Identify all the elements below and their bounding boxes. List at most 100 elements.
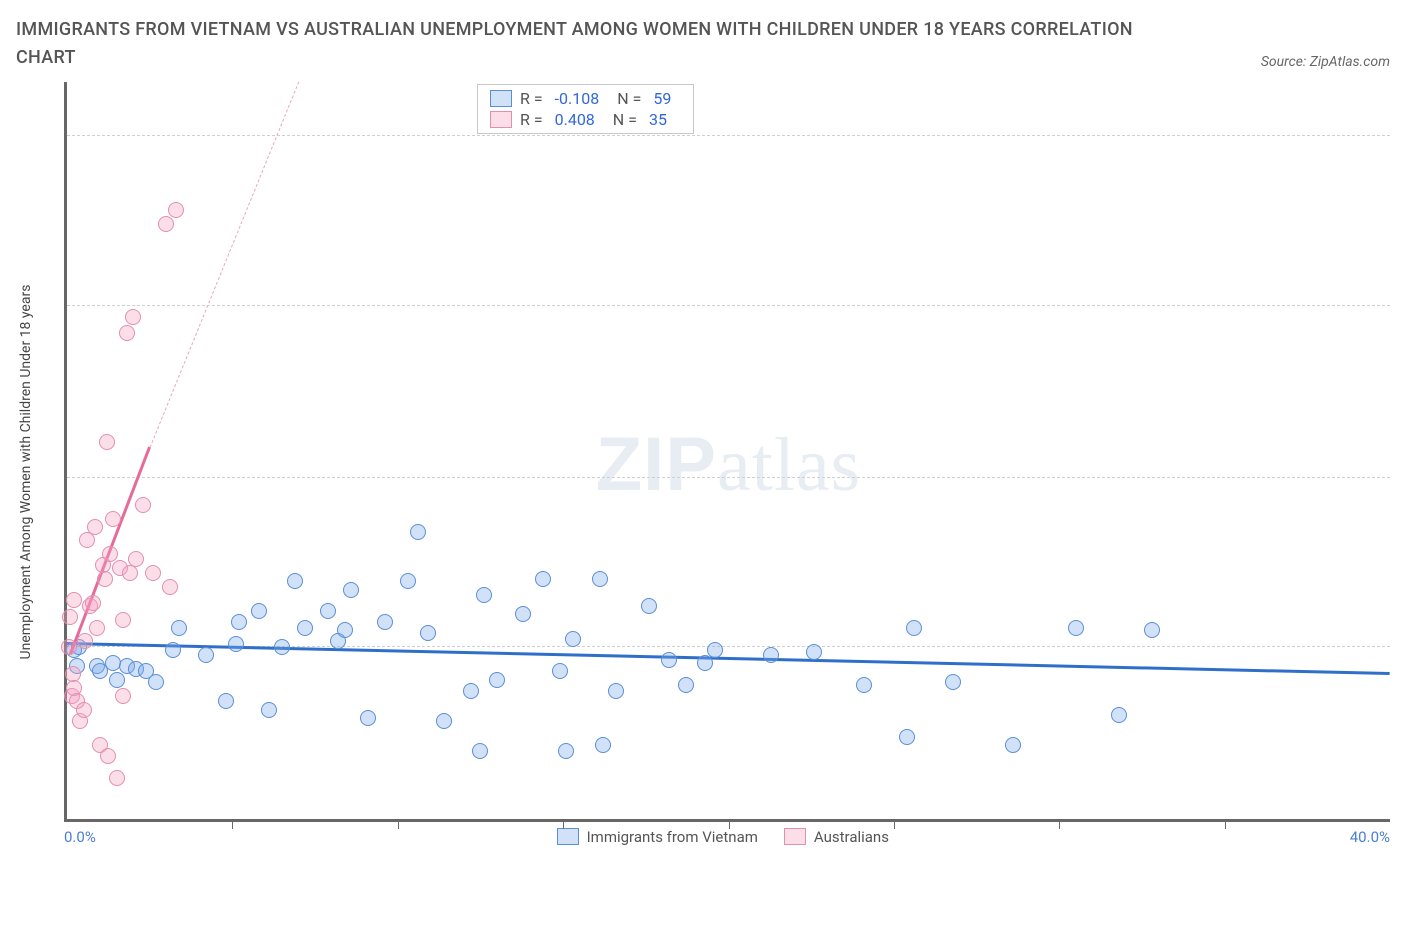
- legend-item-series-1: Immigrants from Vietnam: [557, 828, 758, 846]
- data-point: [337, 622, 353, 638]
- data-point: [697, 655, 713, 671]
- data-point: [97, 571, 113, 587]
- data-point: [595, 737, 611, 753]
- data-point: [463, 683, 479, 699]
- data-point: [251, 603, 267, 619]
- data-point: [360, 710, 376, 726]
- data-point: [145, 565, 161, 581]
- legend-label-series-2: Australians: [814, 828, 889, 846]
- r-value-series-2: 0.408: [551, 110, 605, 129]
- data-point: [420, 625, 436, 641]
- data-point: [856, 677, 872, 693]
- swatch-series-1: [557, 828, 579, 845]
- data-point: [76, 702, 92, 718]
- swatch-series-1: [490, 90, 512, 107]
- x-tick: [729, 819, 730, 829]
- data-point: [62, 609, 78, 625]
- data-point: [945, 674, 961, 690]
- legend-item-series-2: Australians: [784, 828, 889, 846]
- data-point: [592, 571, 608, 587]
- data-point: [565, 631, 581, 647]
- data-point: [297, 620, 313, 636]
- data-point: [806, 644, 822, 660]
- data-point: [61, 639, 77, 655]
- data-point: [99, 434, 115, 450]
- data-point: [135, 497, 151, 513]
- data-point: [552, 663, 568, 679]
- data-point: [66, 592, 82, 608]
- data-point: [410, 524, 426, 540]
- data-point: [906, 620, 922, 636]
- data-point: [535, 571, 551, 587]
- data-point: [85, 595, 101, 611]
- data-point: [168, 202, 184, 218]
- data-point: [162, 579, 178, 595]
- data-point: [109, 672, 125, 688]
- gridline: [67, 305, 1390, 306]
- data-point: [79, 532, 95, 548]
- x-tick: [398, 819, 399, 829]
- data-point: [641, 598, 657, 614]
- data-point: [377, 614, 393, 630]
- data-point: [218, 693, 234, 709]
- data-point: [287, 573, 303, 589]
- watermark: ZIPatlas: [596, 421, 862, 509]
- data-point: [489, 672, 505, 688]
- x-tick: [232, 819, 233, 829]
- data-point: [148, 674, 164, 690]
- data-point: [763, 647, 779, 663]
- data-point: [320, 603, 336, 619]
- scatter-plot-area: ZIPatlas R = -0.108 N = 59 R = 0.408 N =…: [64, 82, 1390, 822]
- data-point: [228, 636, 244, 652]
- data-point: [87, 519, 103, 535]
- n-value-series-1: 59: [649, 89, 681, 108]
- x-tick: [563, 819, 564, 829]
- legend-label-series-1: Immigrants from Vietnam: [587, 828, 758, 846]
- data-point: [77, 633, 93, 649]
- gridline: [67, 135, 1390, 136]
- data-point: [165, 642, 181, 658]
- x-axis-min-label: 0.0%: [64, 828, 96, 846]
- data-point: [678, 677, 694, 693]
- data-point: [476, 587, 492, 603]
- data-point: [100, 748, 116, 764]
- n-label: N =: [613, 110, 637, 129]
- n-label: N =: [617, 89, 641, 108]
- x-tick: [894, 819, 895, 829]
- data-point: [115, 612, 131, 628]
- data-point: [707, 642, 723, 658]
- x-tick: [1059, 819, 1060, 829]
- data-point: [109, 770, 125, 786]
- data-point: [558, 743, 574, 759]
- r-value-series-1: -0.108: [551, 89, 610, 108]
- data-point: [105, 511, 121, 527]
- data-point: [899, 729, 915, 745]
- data-point: [171, 620, 187, 636]
- data-point: [661, 652, 677, 668]
- data-point: [1068, 620, 1084, 636]
- stats-row-series-2: R = 0.408 N = 35: [490, 109, 681, 130]
- data-point: [198, 647, 214, 663]
- data-point: [1111, 707, 1127, 723]
- source-label: Source: ZipAtlas.com: [1261, 16, 1390, 70]
- r-label: R =: [520, 89, 543, 108]
- data-point: [115, 688, 131, 704]
- data-point: [119, 325, 135, 341]
- data-point: [343, 582, 359, 598]
- swatch-series-2: [490, 111, 512, 128]
- data-point: [274, 639, 290, 655]
- data-point: [472, 743, 488, 759]
- x-axis-max-label: 40.0%: [1350, 828, 1390, 846]
- series-legend: Immigrants from Vietnam Australians: [557, 828, 889, 846]
- r-label: R =: [520, 110, 543, 129]
- x-tick: [1225, 819, 1226, 829]
- data-point: [231, 614, 247, 630]
- data-point: [125, 309, 141, 325]
- gridline: [67, 477, 1390, 478]
- data-point: [400, 573, 416, 589]
- swatch-series-2: [784, 828, 806, 845]
- data-point: [122, 565, 138, 581]
- chart-title: IMMIGRANTS FROM VIETNAM VS AUSTRALIAN UN…: [16, 16, 1136, 72]
- data-point: [515, 606, 531, 622]
- data-point: [128, 551, 144, 567]
